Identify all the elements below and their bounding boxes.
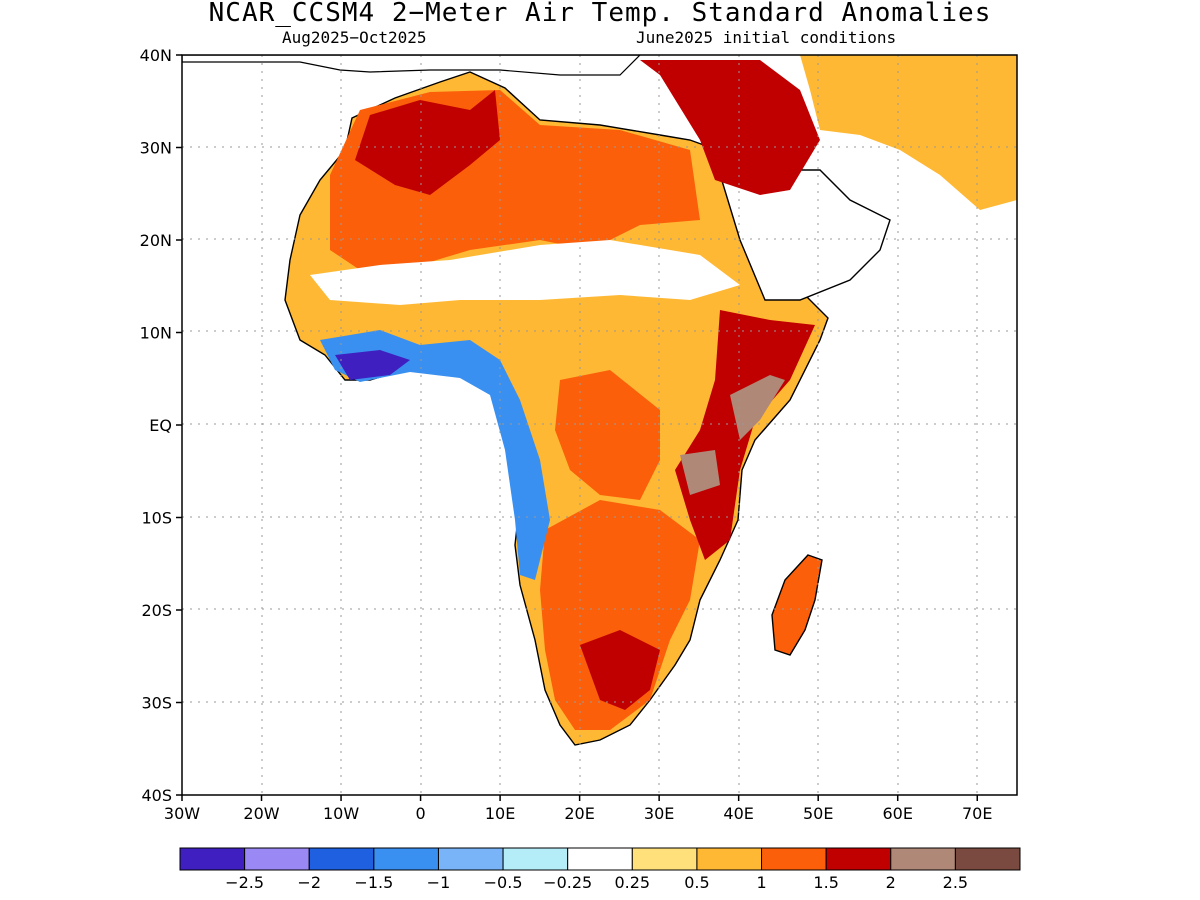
anomaly-zone-sahel-neutral [310, 240, 740, 305]
lat-tick-label: 20S [141, 601, 172, 620]
colorbar-swatch [373, 847, 439, 871]
map-canvas [182, 55, 1017, 746]
lon-tick-label: 40E [723, 804, 753, 823]
lat-tick-label: EQ [149, 416, 172, 435]
colorbar-labels: −2.5 −2 −1.5 −1 −0.5 −0.25 0.25 0.5 1 1.5 2 2.5 [225, 873, 968, 892]
anomaly-zone-southern-max [580, 630, 660, 710]
lon-tick-label: 70E [962, 804, 992, 823]
lon-tick-label: 10E [485, 804, 515, 823]
anomaly-zone-central [555, 370, 660, 500]
lon-tick-label: 30E [644, 804, 674, 823]
colorbar-swatch [696, 847, 763, 871]
colorbar-label: 0.5 [684, 873, 709, 892]
forecast-period: Aug2025−Oct2025 [282, 28, 427, 47]
lon-tick-label: 30W [164, 804, 200, 823]
colorbar [179, 847, 1021, 871]
colorbar-label: −2 [297, 873, 321, 892]
anomaly-zone-tanzania-extreme [680, 450, 720, 495]
middle-east-landmass [640, 60, 820, 195]
lon-tick-label: 20E [564, 804, 594, 823]
map-title: NCAR_CCSM4 2−Meter Air Temp. Standard An… [208, 0, 992, 28]
colorbar-label: −1 [427, 873, 451, 892]
colorbar-swatch [502, 847, 569, 871]
colorbar-swatch [179, 847, 246, 871]
lat-tick-label: 30S [141, 694, 172, 713]
latitude-axis: 40N 30N 20N 10N EQ 10S 20S 30S 40S [140, 46, 182, 805]
lat-tick-label: 10S [141, 509, 172, 528]
anomaly-zone-sahara-max [355, 90, 500, 195]
colorbar-label: 2 [886, 873, 896, 892]
colorbar-label: −1.5 [354, 873, 393, 892]
lon-tick-label: 50E [803, 804, 833, 823]
iran-landmass [800, 55, 1017, 210]
anomaly-zone-west-coast-strong [335, 350, 410, 380]
lat-tick-label: 10N [140, 324, 172, 343]
map-grid [182, 55, 1017, 795]
colorbar-swatch [631, 847, 698, 871]
longitude-axis: 30W 20W 10W 0 10E 20E 30E 40E 50E 60E 70E [164, 795, 992, 823]
colorbar-swatch [437, 847, 504, 871]
madagascar-landmass [771, 554, 823, 656]
lon-tick-label: 20W [243, 804, 279, 823]
colorbar-label: −0.5 [484, 873, 523, 892]
colorbar-swatch [567, 847, 633, 871]
colorbar-swatch [244, 847, 310, 871]
lat-tick-label: 30N [140, 139, 172, 158]
colorbar-label: 1.5 [813, 873, 838, 892]
southern-europe-landmass [182, 55, 641, 76]
lat-tick-label: 40S [141, 786, 172, 805]
colorbar-label: −2.5 [225, 873, 264, 892]
lat-tick-label: 40N [140, 46, 172, 65]
colorbar-swatch [761, 847, 827, 871]
colorbar-swatch [890, 847, 956, 871]
lon-tick-label: 60E [882, 804, 912, 823]
colorbar-label: 2.5 [943, 873, 968, 892]
colorbar-swatch [825, 847, 892, 871]
lon-tick-label: 10W [323, 804, 359, 823]
colorbar-swatch [308, 847, 375, 871]
colorbar-label: −0.25 [543, 873, 592, 892]
lon-tick-label: 0 [415, 804, 425, 823]
colorbar-swatch [954, 847, 1021, 871]
colorbar-label: 1 [756, 873, 766, 892]
colorbar-label: 0.25 [614, 873, 650, 892]
anomaly-zone-gulf-of-guinea-cool [320, 330, 550, 580]
initial-conditions: June2025 initial conditions [636, 28, 897, 47]
lat-tick-label: 20N [140, 231, 172, 250]
